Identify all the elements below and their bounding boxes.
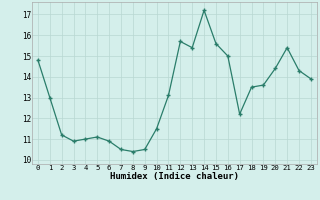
X-axis label: Humidex (Indice chaleur): Humidex (Indice chaleur) <box>110 172 239 181</box>
